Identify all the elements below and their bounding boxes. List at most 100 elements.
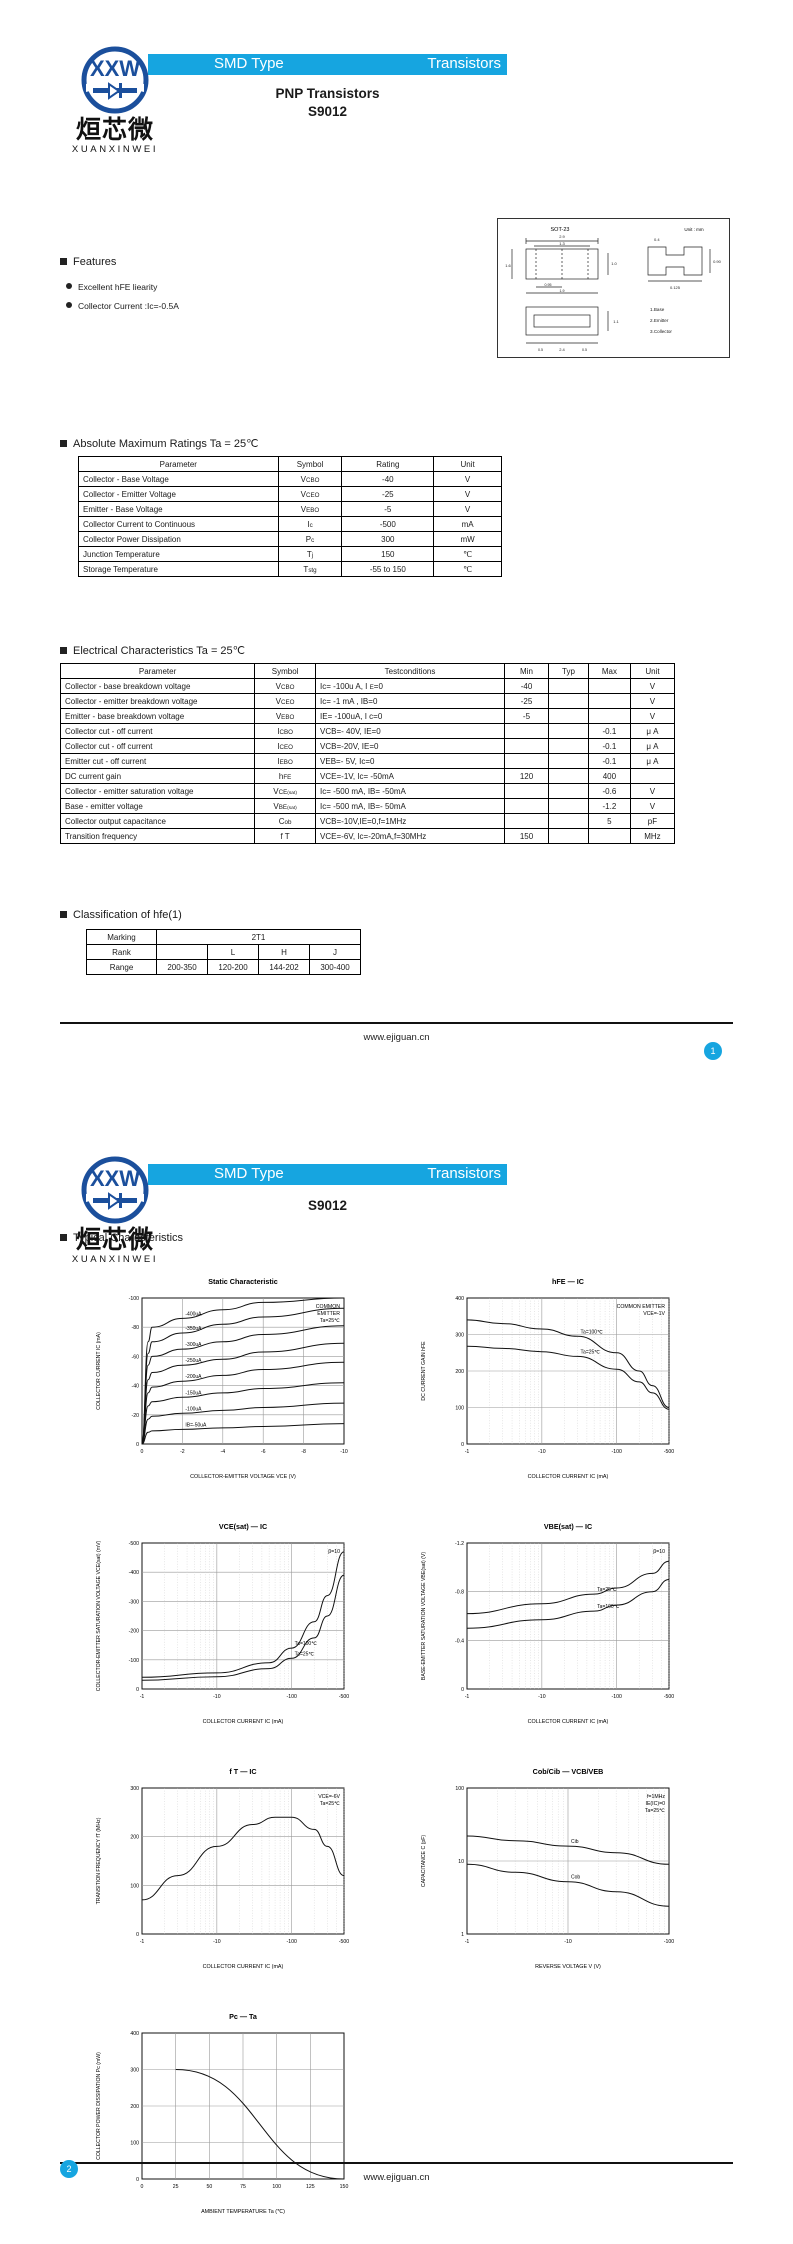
x-tick-label: -500 [664, 1449, 674, 1455]
col-symbol: Symbol [254, 663, 317, 679]
table-row: Emitter - base breakdown voltage VEBO IE= … [59, 708, 676, 724]
y-tick-label: -60 [132, 1354, 140, 1360]
cell-unit [629, 768, 676, 784]
x-axis-label: COLLECTOR CURRENT IC (mA) [528, 1719, 609, 1725]
cell-symbol: VBE(sat) [254, 798, 317, 814]
chart-vcesat-vs-ic: VCE(sat) — IC -1 -10 -100 -500 0 -100 -200 -300 -… [90, 1517, 360, 1727]
chart-title: Pc — Ta [229, 2012, 258, 2021]
chart-note-2: Ta=25℃ [645, 1808, 665, 1814]
y-tick-label: -0.8 [455, 1590, 464, 1596]
brand-logo: XXW 烜芯微 XUANXINWEI [60, 1154, 170, 1265]
series-curve-0 [141, 1297, 345, 1445]
svg-text:2.9: 2.9 [559, 234, 565, 239]
typical-characteristics-heading: Typical Characteristics [60, 1232, 183, 1244]
chart-ft-vs-ic: f T — IC -1 -10 -100 -500 0 100 200 300 VCE=-6V Ta… [90, 1762, 360, 1972]
cell-rating: -40 [341, 471, 435, 487]
cell-rating: 300 [341, 531, 435, 547]
curve-label-1: Ta=100℃ [597, 1604, 620, 1610]
x-tick-label: -500 [339, 1939, 349, 1945]
cell-symbol: VEBO [254, 708, 317, 724]
x-tick-label: -100 [611, 1694, 621, 1700]
cell-typ [548, 798, 589, 814]
feature-item-1: Collector Current :Ic=-0.5A [66, 301, 179, 311]
cell-max [587, 708, 631, 724]
footer-url[interactable]: www.ejiguan.cn [363, 1032, 430, 1043]
square-bullet-icon [60, 1234, 67, 1241]
y-tick-label: -400 [129, 1570, 139, 1576]
cell-unit: MHz [629, 828, 676, 844]
series-curve-1 [466, 1579, 670, 1629]
cell-range-label: Range [86, 959, 157, 975]
series-curve-1 [141, 1307, 345, 1445]
cell-range-2: 144-202 [258, 959, 310, 975]
x-tick-label: 50 [206, 2184, 212, 2190]
cell-parameter: Emitter cut - off current [59, 753, 256, 769]
chart-title: hFE — IC [552, 1277, 584, 1286]
x-axis-label: COLLECTOR CURRENT IC (mA) [203, 1964, 284, 1970]
cell-parameter: Collector output capacitance [59, 813, 256, 829]
x-tick-label: -100 [286, 1939, 296, 1945]
y-tick-label: 400 [130, 2031, 139, 2037]
cell-symbol: VCE(sat) [254, 783, 317, 799]
chart-note-0: β=10 [328, 1549, 340, 1555]
part-number: S9012 [307, 104, 348, 119]
cell-typ [548, 828, 589, 844]
cell-rank-0 [156, 944, 208, 960]
svg-text:1.1: 1.1 [613, 319, 619, 324]
page-title: PNP Transistors [275, 86, 380, 101]
series-curve-0 [466, 1560, 670, 1615]
cell-max: -0.1 [587, 753, 631, 769]
cell-unit: V [629, 783, 676, 799]
chart-note-0: f=1MHz [647, 1794, 665, 1800]
cell-symbol: f T [254, 828, 317, 844]
cell-testconditions: VCE=-6V, Ic=-20mA,f=30MHz [315, 828, 505, 844]
cell-min: -25 [503, 693, 550, 709]
curve-label-0: -400uA [185, 1311, 202, 1317]
curve-label-5: -150uA [185, 1390, 202, 1396]
curve-label-3: -250uA [185, 1358, 202, 1364]
cell-parameter: Storage Temperature [78, 561, 279, 577]
cell-testconditions: VCB=-20V, IE=0 [315, 738, 505, 754]
cell-parameter: Emitter - base breakdown voltage [59, 708, 256, 724]
marking-row: Marking 2T1 [86, 929, 361, 945]
cell-unit: V [433, 471, 502, 487]
cell-symbol: VCEO [254, 693, 317, 709]
cell-unit: V [629, 708, 676, 724]
series-curve-3 [141, 1342, 345, 1445]
round-bullet-icon [66, 283, 72, 289]
chart-pc-vs-ta: Pc — Ta 0 25 50 75 100 125 150 0 100 200 300 400 AMBI… [90, 2007, 360, 2217]
x-tick-label: -4 [220, 1449, 225, 1455]
cell-max: -1.2 [587, 798, 631, 814]
y-tick-label: -0.4 [455, 1638, 464, 1644]
x-axis-label: AMBIENT TEMPERATURE Ta (℃) [201, 2209, 285, 2215]
page2-header: XXW 烜芯微 XUANXINWEI SMD Type Transistors … [0, 1122, 793, 1265]
cell-symbol: Ic [277, 516, 343, 532]
cell-parameter: Collector cut - off current [59, 738, 256, 754]
cell-testconditions: IE= -100uA, I c=0 [315, 708, 505, 724]
square-bullet-icon [60, 440, 67, 447]
chart-static-characteristic: Static Characteristic 0 -2 -4 -6 -8 -10 0 -20 -40… [90, 1272, 360, 1482]
cell-unit: ℃ [433, 546, 502, 562]
x-tick-label: 25 [173, 2184, 179, 2190]
cell-symbol: VCEO [277, 486, 343, 502]
cell-unit: ℃ [433, 561, 502, 577]
series-curve-4 [141, 1361, 345, 1445]
range-row: Range 200-350 120-200 144-202 300-400 [86, 959, 361, 975]
curve-label-0: Cib [571, 1839, 579, 1845]
cell-unit: μ A [629, 723, 676, 739]
x-tick-label: -8 [301, 1449, 306, 1455]
y-tick-label: 200 [130, 1835, 139, 1841]
cell-unit: V [433, 501, 502, 517]
col-rating: Rating [341, 456, 435, 472]
cell-max: -0.6 [587, 783, 631, 799]
svg-text:0.95: 0.95 [545, 283, 552, 287]
x-tick-label: -1 [140, 1694, 145, 1700]
chart-note-1: VCE=-1V [643, 1311, 665, 1317]
x-tick-label: 150 [340, 2184, 349, 2190]
chart-title: VBE(sat) — IC [544, 1522, 592, 1531]
series-curve-0 [141, 1551, 345, 1678]
cell-typ [548, 693, 589, 709]
plot-frame [141, 1297, 345, 1445]
chart-title: VCE(sat) — IC [219, 1522, 267, 1531]
footer-url[interactable]: www.ejiguan.cn [363, 2172, 430, 2183]
